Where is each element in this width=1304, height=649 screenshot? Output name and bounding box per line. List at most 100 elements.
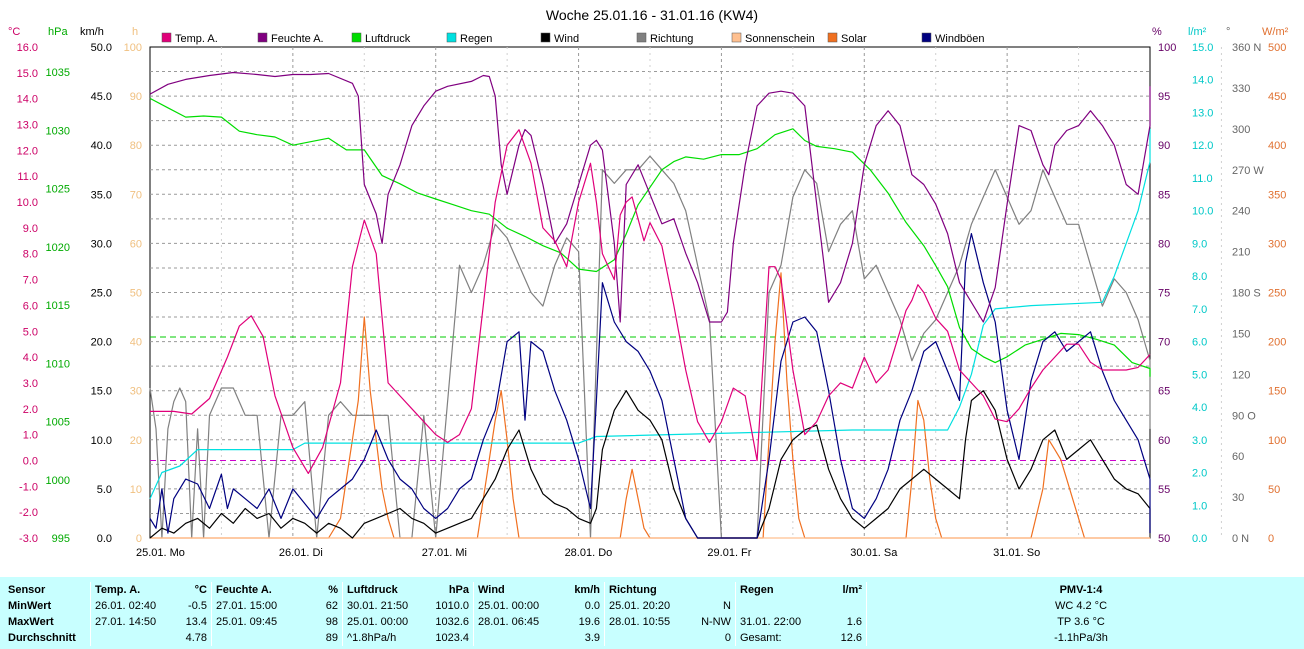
x-axis-labels: 25.01. Mo 26.01. Di 27.01. Mi 28.01. Do 29.0… (136, 547, 1040, 559)
left-axis-unit: h (132, 26, 138, 38)
table-cell: 25.01. 00:00 (478, 600, 540, 612)
left-axis-tick: 100 (124, 42, 142, 54)
table-cell: 25.01. 09:45 (216, 616, 278, 628)
table-cell-value: N (687, 598, 736, 614)
right-axis-tick: 30 (1232, 492, 1244, 504)
table-cell (91, 630, 164, 646)
table-row: MaxWert 27.01. 14:50 13.4 25.01. 09:45 98 25.… (4, 614, 1295, 630)
right-axis-tick: 95 (1158, 91, 1170, 103)
x-axis-label: 31.01. So (993, 547, 1040, 559)
right-axis-tick: 60 (1158, 435, 1170, 447)
right-axis-tick: 75 (1158, 288, 1170, 300)
left-axis-tick: 20.0 (91, 337, 112, 349)
series-line-wind (149, 390, 1151, 539)
statistics-table: Sensor Temp. A. °C Feuchte A.% Luftdruck hPa W… (4, 582, 1295, 646)
table-header: Feuchte A. (216, 584, 272, 596)
legend-label: Wind (554, 33, 579, 45)
table-row-label: MinWert (4, 598, 91, 614)
right-axis-tick: 90 (1158, 140, 1170, 152)
right-axis-tick: 400 (1268, 140, 1286, 152)
table-header-row: Sensor Temp. A. °C Feuchte A.% Luftdruck hPa W… (4, 582, 1295, 598)
left-axis-tick: 10.0 (91, 435, 112, 447)
right-axis-tick: 360 N (1232, 42, 1261, 54)
left-axis-tick: 30.0 (91, 238, 112, 250)
right-axis-tick: 270 W (1232, 165, 1264, 177)
right-axis-tick: 11.0 (1192, 173, 1213, 185)
legend-label: Windböen (935, 33, 985, 45)
table-header-unit: °C (163, 582, 212, 598)
left-axis-tick: 1030 (46, 125, 70, 137)
legend-swatch (636, 32, 647, 43)
left-axis-tick: 1.0 (23, 430, 38, 442)
table-cell-value: 1010.0 (425, 598, 474, 614)
right-axis-tick: 150 (1232, 328, 1250, 340)
left-axis-tick: 10.0 (17, 197, 38, 209)
legend-swatch (921, 32, 932, 43)
left-axis-tick: 12.0 (17, 145, 38, 157)
legend-swatch (446, 32, 457, 43)
table-cell-value: 12.6 (818, 630, 867, 646)
table-cell: 25.01. 20:20 (609, 600, 671, 612)
chart-title: Woche 25.01.16 - 31.01.16 (KW4) (546, 7, 758, 23)
table-cell (605, 630, 688, 646)
right-axis-tick: 2.0 (1192, 468, 1207, 480)
right-axis-tick: 1.0 (1192, 500, 1207, 512)
legend-swatch (161, 32, 172, 43)
table-row-label: MaxWert (4, 614, 91, 630)
right-axis-tick: 7.0 (1192, 304, 1207, 316)
legend-label: Luftdruck (365, 33, 411, 45)
right-axis-tick: 10.0 (1192, 206, 1213, 218)
right-axis-tick: 14.0 (1192, 75, 1213, 87)
table-cell-value: 0 (687, 630, 736, 646)
legend-swatch (257, 32, 268, 43)
table-cell-value: 4.78 (163, 630, 212, 646)
x-axis-label: 30.01. Sa (850, 547, 898, 559)
left-axis-tick: 9.0 (23, 223, 38, 235)
table-cell: 28.01. 10:55 (609, 616, 671, 628)
legend-label: Regen (460, 33, 492, 45)
left-axis-tick: 0 (136, 533, 142, 545)
right-axis-tick: 300 (1232, 124, 1250, 136)
left-axis-tick: 50 (130, 288, 142, 300)
right-axis-tick: 330 (1232, 83, 1250, 95)
right-axis-tick: 240 (1232, 206, 1250, 218)
series-line-windben (149, 233, 1151, 539)
table-cell-value: 1.6 (818, 614, 867, 630)
table-header-unit: km/h (556, 582, 605, 598)
x-axis-label: 26.01. Di (279, 547, 323, 559)
table-header-unit: % (294, 582, 343, 598)
left-axis-tick: 8.0 (23, 249, 38, 261)
right-axis-tick: 180 S (1232, 288, 1261, 300)
axes: °C 16.0 15.0 14.0 13.0 12.0 11.0 10.0 9.0 8.0 7.0 6… (8, 26, 1289, 545)
legend-label: Richtung (650, 33, 693, 45)
left-axis-tick: 80 (130, 140, 142, 152)
table-cell-value (818, 598, 867, 614)
series-line-luftdruck (149, 97, 1151, 377)
left-axis-tick: 40 (130, 337, 142, 349)
left-axis-tick: 1010 (46, 358, 70, 370)
table-header: Sensor (4, 582, 91, 598)
left-axis-tick: 14.0 (17, 94, 38, 106)
x-axis-label: 29.01. Fr (707, 547, 751, 559)
table-header: Regen (740, 584, 774, 596)
right-axis-tick: 6.0 (1192, 337, 1207, 349)
table-cell-value: 19.6 (556, 614, 605, 630)
table-cell: TP 3.6 °C (1057, 616, 1105, 628)
left-axis-tick: 30 (130, 386, 142, 398)
table-cell: 25.01. 00:00 (347, 616, 409, 628)
table-cell: 27.01. 14:50 (95, 616, 157, 628)
left-axis-tick: 20 (130, 435, 142, 447)
left-axis-tick: 25.0 (91, 288, 112, 300)
right-axis-tick: 350 (1268, 189, 1286, 201)
table-cell: ^1.8hPa/h (347, 632, 397, 644)
left-axis-tick: 1000 (46, 475, 70, 487)
legend-label: Temp. A. (175, 33, 218, 45)
table-cell: Gesamt: (740, 632, 782, 644)
table-cell-value: 62 (294, 598, 343, 614)
table-cell: WC 4.2 °C (1054, 600, 1108, 612)
left-axis-tick: 2.0 (23, 404, 38, 416)
right-axis-tick: 3.0 (1192, 435, 1207, 447)
left-axis-tick: 10 (130, 484, 142, 496)
left-axis-tick: -3.0 (19, 533, 38, 545)
table-cell: 30.01. 21:50 (347, 600, 409, 612)
